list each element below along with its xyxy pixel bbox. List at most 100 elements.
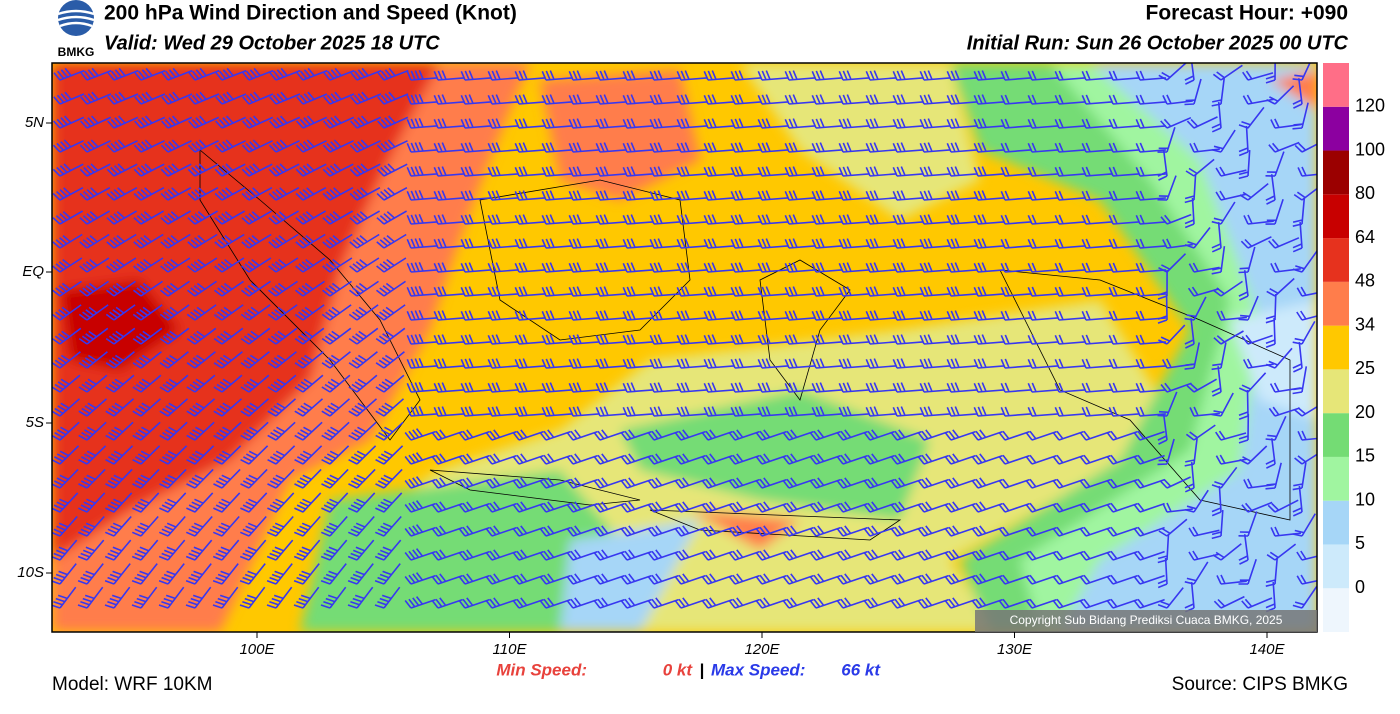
wind-barb <box>1160 213 1192 225</box>
wind-barb <box>946 94 977 105</box>
wind-barb <box>1027 214 1058 225</box>
wind-barb <box>485 597 517 609</box>
wind-barb <box>809 549 841 561</box>
wind-barb <box>1025 478 1057 489</box>
wind-barb <box>1000 94 1031 105</box>
colorbar-band <box>1323 106 1349 151</box>
wind-barb <box>295 210 326 225</box>
wind-barb <box>485 573 517 585</box>
wind-barb <box>838 238 869 249</box>
wind-barb <box>998 526 1030 537</box>
wind-barb <box>487 70 518 81</box>
wind-barb <box>460 166 491 177</box>
wind-barb <box>1052 478 1084 489</box>
wind-barb <box>512 429 544 441</box>
wind-barb <box>784 190 815 201</box>
wind-barb <box>433 238 464 249</box>
wind-barb <box>188 67 220 81</box>
wind-barb <box>1027 286 1058 297</box>
wind-barb <box>1212 64 1243 81</box>
wind-barb <box>269 91 301 105</box>
wind-barb <box>1160 116 1192 129</box>
wind-barb <box>1000 142 1031 153</box>
wind-barb <box>836 525 868 537</box>
wind-barb <box>1292 222 1303 253</box>
wind-barb <box>647 429 679 441</box>
wind-barb <box>1054 142 1085 153</box>
wind-barb <box>892 142 923 153</box>
wind-barb <box>460 190 491 201</box>
wind-barb <box>676 118 707 129</box>
wind-barb <box>1081 382 1112 393</box>
wind-barb <box>755 525 787 537</box>
wind-barb <box>863 549 895 561</box>
wind-barb <box>1265 462 1282 490</box>
wind-barb <box>944 573 976 585</box>
wind-barb <box>946 190 977 201</box>
wind-barb <box>79 163 111 177</box>
wind-barb <box>52 468 79 489</box>
wind-barb <box>892 382 923 393</box>
wind-barb <box>620 501 652 513</box>
wind-barb <box>568 94 599 105</box>
wind-barb <box>946 70 977 81</box>
wind-barb <box>595 358 626 369</box>
wind-barb <box>944 477 976 489</box>
wind-barb <box>863 453 895 465</box>
wind-barb <box>1188 526 1220 537</box>
wind-barb <box>487 142 518 153</box>
wind-barb <box>77 515 105 537</box>
wind-barb <box>1211 102 1222 133</box>
wind-barb <box>649 358 680 369</box>
wind-barb <box>541 118 572 129</box>
wind-barb <box>703 94 734 105</box>
wind-barb <box>809 501 841 513</box>
wind-barb <box>863 501 895 513</box>
wind-barb <box>595 142 626 153</box>
wind-barb <box>944 429 976 441</box>
wind-barb <box>568 358 599 369</box>
wind-barb <box>159 374 189 393</box>
wind-barb <box>1242 94 1274 105</box>
wind-barb <box>294 398 324 417</box>
wind-barb <box>80 67 112 81</box>
wind-barb <box>1296 310 1317 321</box>
wind-barb <box>433 142 464 153</box>
wind-barb <box>160 163 192 177</box>
wind-barb <box>730 166 761 177</box>
wind-barb <box>919 262 950 273</box>
wind-barb <box>757 358 788 369</box>
wind-barb <box>433 262 464 273</box>
wind-barb <box>1238 372 1267 393</box>
wind-barb <box>159 468 187 489</box>
wind-barb <box>213 421 242 441</box>
wind-barb <box>239 539 267 561</box>
wind-barb <box>809 573 841 585</box>
wind-barb <box>406 237 437 249</box>
wind-barb <box>406 285 437 297</box>
wind-barb <box>917 429 949 441</box>
wind-barb <box>836 501 868 513</box>
wind-barb <box>944 453 976 465</box>
wind-barb <box>266 563 293 585</box>
wind-barb <box>187 210 218 225</box>
wind-barb <box>52 586 77 609</box>
wind-barb <box>1187 286 1220 297</box>
wind-barb <box>1157 557 1168 589</box>
wind-barb <box>757 406 788 417</box>
wind-barb <box>295 257 326 273</box>
wind-barb <box>1133 430 1165 441</box>
wind-barb <box>811 382 842 393</box>
wind-barb <box>566 597 598 609</box>
wind-barb <box>133 163 165 177</box>
wind-barb <box>620 525 652 537</box>
wind-barb <box>1108 94 1139 105</box>
wind-barb <box>514 310 545 321</box>
wind-barb <box>1000 286 1031 297</box>
wind-barb <box>782 573 814 585</box>
wind-barb <box>757 310 788 321</box>
wind-barb <box>1268 406 1300 417</box>
wind-barb <box>77 539 105 561</box>
wind-barb <box>239 563 266 585</box>
wind-barb <box>728 429 760 441</box>
